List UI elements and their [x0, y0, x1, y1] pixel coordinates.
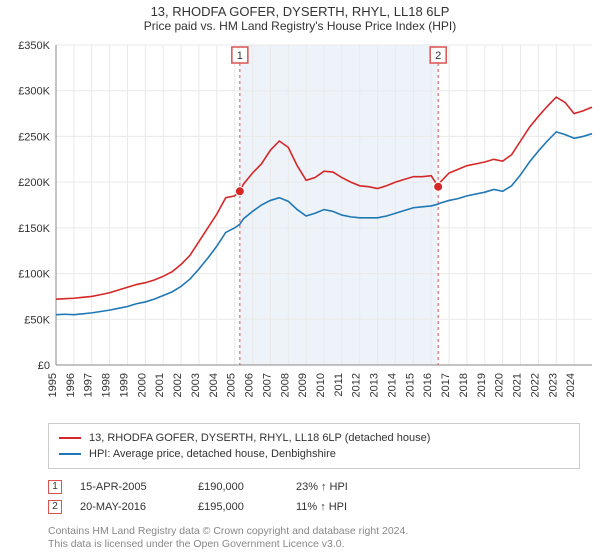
event-hpi: 11%↑HPI [296, 497, 386, 517]
x-tick-label: 2011 [333, 373, 345, 397]
x-tick-label: 2008 [279, 373, 291, 397]
x-tick-label: 2002 [172, 373, 184, 397]
x-tick-label: 2003 [190, 373, 202, 397]
attribution-line: This data is licensed under the Open Gov… [48, 538, 580, 551]
legend-row: HPI: Average price, detached house, Denb… [59, 446, 569, 462]
x-tick-label: 1998 [101, 373, 113, 397]
titles: 13, RHODFA GOFER, DYSERTH, RHYL, LL18 6L… [0, 0, 600, 35]
y-tick-label: £0 [38, 360, 50, 372]
x-tick-label: 2014 [386, 373, 398, 397]
event-hpi: 23%↑HPI [296, 477, 386, 497]
event-marker-icon: 2 [48, 500, 62, 514]
arrow-up-icon: ↑ [321, 477, 327, 497]
event-marker-label: 1 [237, 50, 243, 62]
x-tick-label: 2012 [351, 373, 363, 397]
attribution-line: Contains HM Land Registry data © Crown c… [48, 525, 580, 538]
chart-subtitle: Price paid vs. HM Land Registry's House … [0, 19, 600, 33]
x-tick-label: 2021 [512, 373, 524, 397]
event-point [235, 187, 244, 196]
event-date: 15-APR-2005 [80, 477, 180, 497]
legend-label: 13, RHODFA GOFER, DYSERTH, RHYL, LL18 6L… [89, 430, 430, 446]
y-tick-label: £100K [18, 269, 50, 281]
x-tick-label: 2017 [440, 373, 452, 397]
x-tick-label: 1997 [83, 373, 95, 397]
x-tick-label: 2023 [547, 373, 559, 397]
x-tick-label: 2009 [297, 373, 309, 397]
attribution: Contains HM Land Registry data © Crown c… [48, 525, 580, 551]
x-tick-label: 2016 [422, 373, 434, 397]
x-tick-label: 2018 [458, 373, 470, 397]
x-tick-label: 2024 [565, 373, 577, 397]
event-hpi-label: HPI [330, 477, 348, 497]
legend-row: 13, RHODFA GOFER, DYSERTH, RHYL, LL18 6L… [59, 430, 569, 446]
x-tick-label: 2013 [369, 373, 381, 397]
legend-swatch [59, 453, 81, 455]
x-tick-label: 2007 [261, 373, 273, 397]
legend-label: HPI: Average price, detached house, Denb… [89, 446, 336, 462]
event-price: £195,000 [198, 497, 278, 517]
arrow-up-icon: ↑ [320, 497, 326, 517]
y-tick-label: £150K [18, 223, 50, 235]
event-point [434, 182, 443, 191]
x-tick-label: 2022 [529, 373, 541, 397]
event-marker-icon: 1 [48, 480, 62, 494]
x-tick-label: 2006 [244, 373, 256, 397]
x-tick-label: 1999 [118, 373, 130, 397]
events-table: 1 15-APR-2005 £190,000 23%↑HPI 2 20-MAY-2016 £… [48, 477, 580, 517]
chart-title: 13, RHODFA GOFER, DYSERTH, RHYL, LL18 6L… [0, 4, 600, 19]
event-marker-label: 2 [435, 50, 441, 62]
x-tick-label: 2005 [226, 373, 238, 397]
chart-svg: £0 £50K £100K £150K £200K £250K £300K £350K 1995… [0, 35, 600, 417]
x-tick-label: 2015 [404, 373, 416, 397]
legend-swatch [59, 437, 81, 439]
x-tick-label: 1996 [65, 373, 77, 397]
y-tick-label: £350K [18, 40, 50, 52]
x-tick-label: 2001 [154, 373, 166, 397]
y-tick-label: £300K [18, 86, 50, 98]
y-tick-label: £250K [18, 131, 50, 143]
x-tick-label: 1995 [47, 373, 59, 397]
x-tick-label: 2010 [315, 373, 327, 397]
event-hpi-pct: 23% [296, 477, 318, 497]
shaded-band [240, 45, 438, 365]
y-tick-label: £200K [18, 177, 50, 189]
x-tick-label: 2004 [208, 373, 220, 397]
event-hpi-label: HPI [329, 497, 347, 517]
x-tick-label: 2020 [494, 373, 506, 397]
event-hpi-pct: 11% [296, 497, 317, 517]
x-tick-label: 2019 [476, 373, 488, 397]
chart-container: 13, RHODFA GOFER, DYSERTH, RHYL, LL18 6L… [0, 0, 600, 560]
y-tick-label: £50K [24, 314, 50, 326]
x-tick-label: 2000 [136, 373, 148, 397]
event-date: 20-MAY-2016 [80, 497, 180, 517]
event-price: £190,000 [198, 477, 278, 497]
event-row: 1 15-APR-2005 £190,000 23%↑HPI [48, 477, 580, 497]
chart-area: £0 £50K £100K £150K £200K £250K £300K £350K 1995… [0, 35, 600, 417]
legend-box: 13, RHODFA GOFER, DYSERTH, RHYL, LL18 6L… [48, 423, 580, 469]
event-row: 2 20-MAY-2016 £195,000 11%↑HPI [48, 497, 580, 517]
